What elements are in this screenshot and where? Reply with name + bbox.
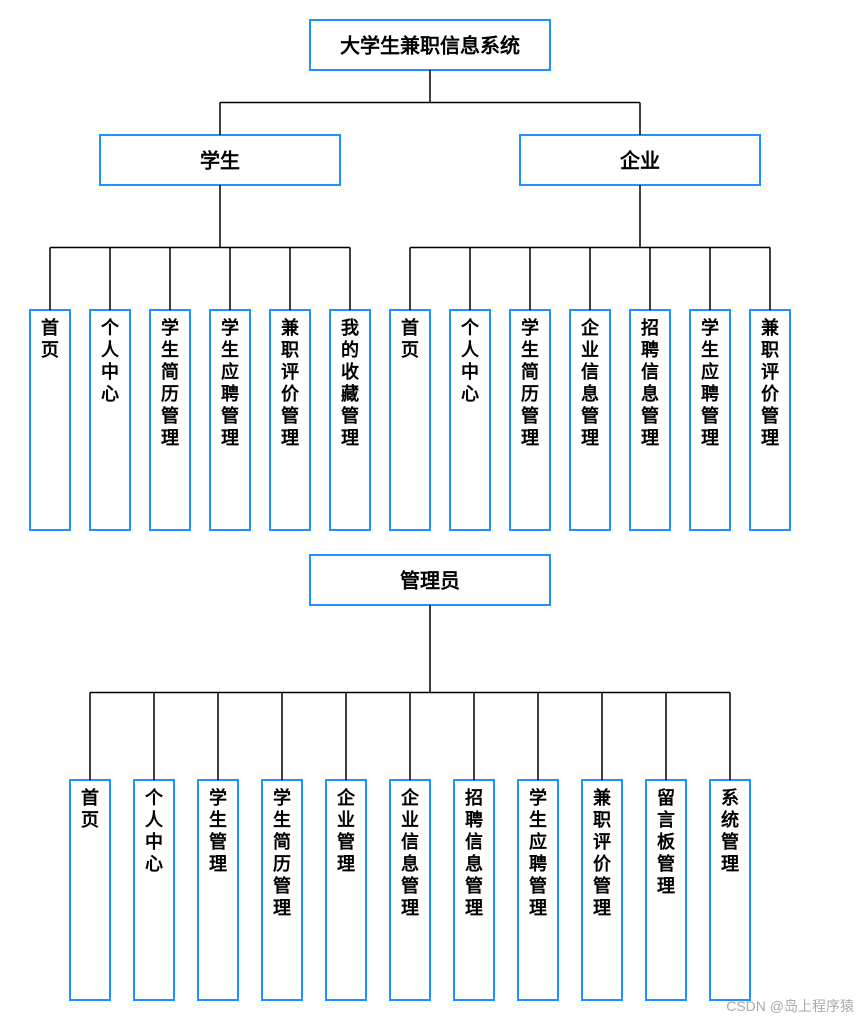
watermark-text: CSDN @岛上程序猿 [726, 998, 854, 1014]
svg-text:大学生兼职信息系统: 大学生兼职信息系统 [340, 33, 520, 57]
svg-text:管理员: 管理员 [400, 568, 460, 592]
svg-text:学生: 学生 [200, 148, 240, 172]
org-chart-diagram: 大学生兼职信息系统学生企业首页个人中心学生简历管理学生应聘管理兼职评价管理我的收… [0, 0, 862, 1017]
svg-text:企业: 企业 [619, 148, 660, 172]
svg-text:留言板管理: 留言板管理 [657, 787, 676, 896]
